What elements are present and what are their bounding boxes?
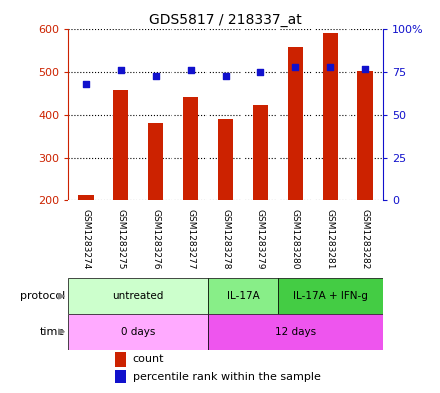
Text: GSM1283282: GSM1283282 [361, 209, 370, 270]
Bar [183, 97, 198, 200]
Bar [115, 370, 126, 383]
Text: IL-17A: IL-17A [227, 291, 259, 301]
Bar [278, 278, 383, 314]
Text: GSM1283279: GSM1283279 [256, 209, 265, 270]
Text: GSM1283278: GSM1283278 [221, 209, 230, 270]
Point [82, 81, 89, 87]
Point [257, 69, 264, 75]
Point [187, 67, 194, 73]
Text: GSM1283277: GSM1283277 [186, 209, 195, 270]
Text: count: count [133, 354, 164, 364]
Point [292, 64, 299, 70]
Point [222, 72, 229, 79]
Text: GSM1283276: GSM1283276 [151, 209, 160, 270]
Title: GDS5817 / 218337_at: GDS5817 / 218337_at [149, 13, 302, 27]
Bar [208, 314, 383, 350]
Bar [288, 48, 303, 200]
Bar [253, 105, 268, 200]
Text: protocol: protocol [20, 291, 65, 301]
Bar [115, 352, 126, 367]
Text: GSM1283281: GSM1283281 [326, 209, 335, 270]
Bar [323, 33, 338, 200]
Bar [357, 71, 373, 200]
Bar [78, 195, 94, 200]
Text: percentile rank within the sample: percentile rank within the sample [133, 372, 321, 382]
Point [327, 64, 334, 70]
Bar [218, 119, 233, 200]
Text: 12 days: 12 days [275, 327, 316, 337]
Bar [208, 278, 278, 314]
Text: GSM1283274: GSM1283274 [81, 209, 90, 270]
Bar [68, 278, 208, 314]
Text: IL-17A + IFN-g: IL-17A + IFN-g [293, 291, 368, 301]
Point [362, 66, 369, 72]
Point [117, 67, 124, 73]
Text: 0 days: 0 days [121, 327, 155, 337]
Bar [68, 314, 208, 350]
Bar [148, 123, 163, 200]
Text: GSM1283275: GSM1283275 [116, 209, 125, 270]
Text: untreated: untreated [113, 291, 164, 301]
Point [152, 72, 159, 79]
Bar [113, 90, 128, 200]
Text: time: time [40, 327, 65, 337]
Text: GSM1283280: GSM1283280 [291, 209, 300, 270]
